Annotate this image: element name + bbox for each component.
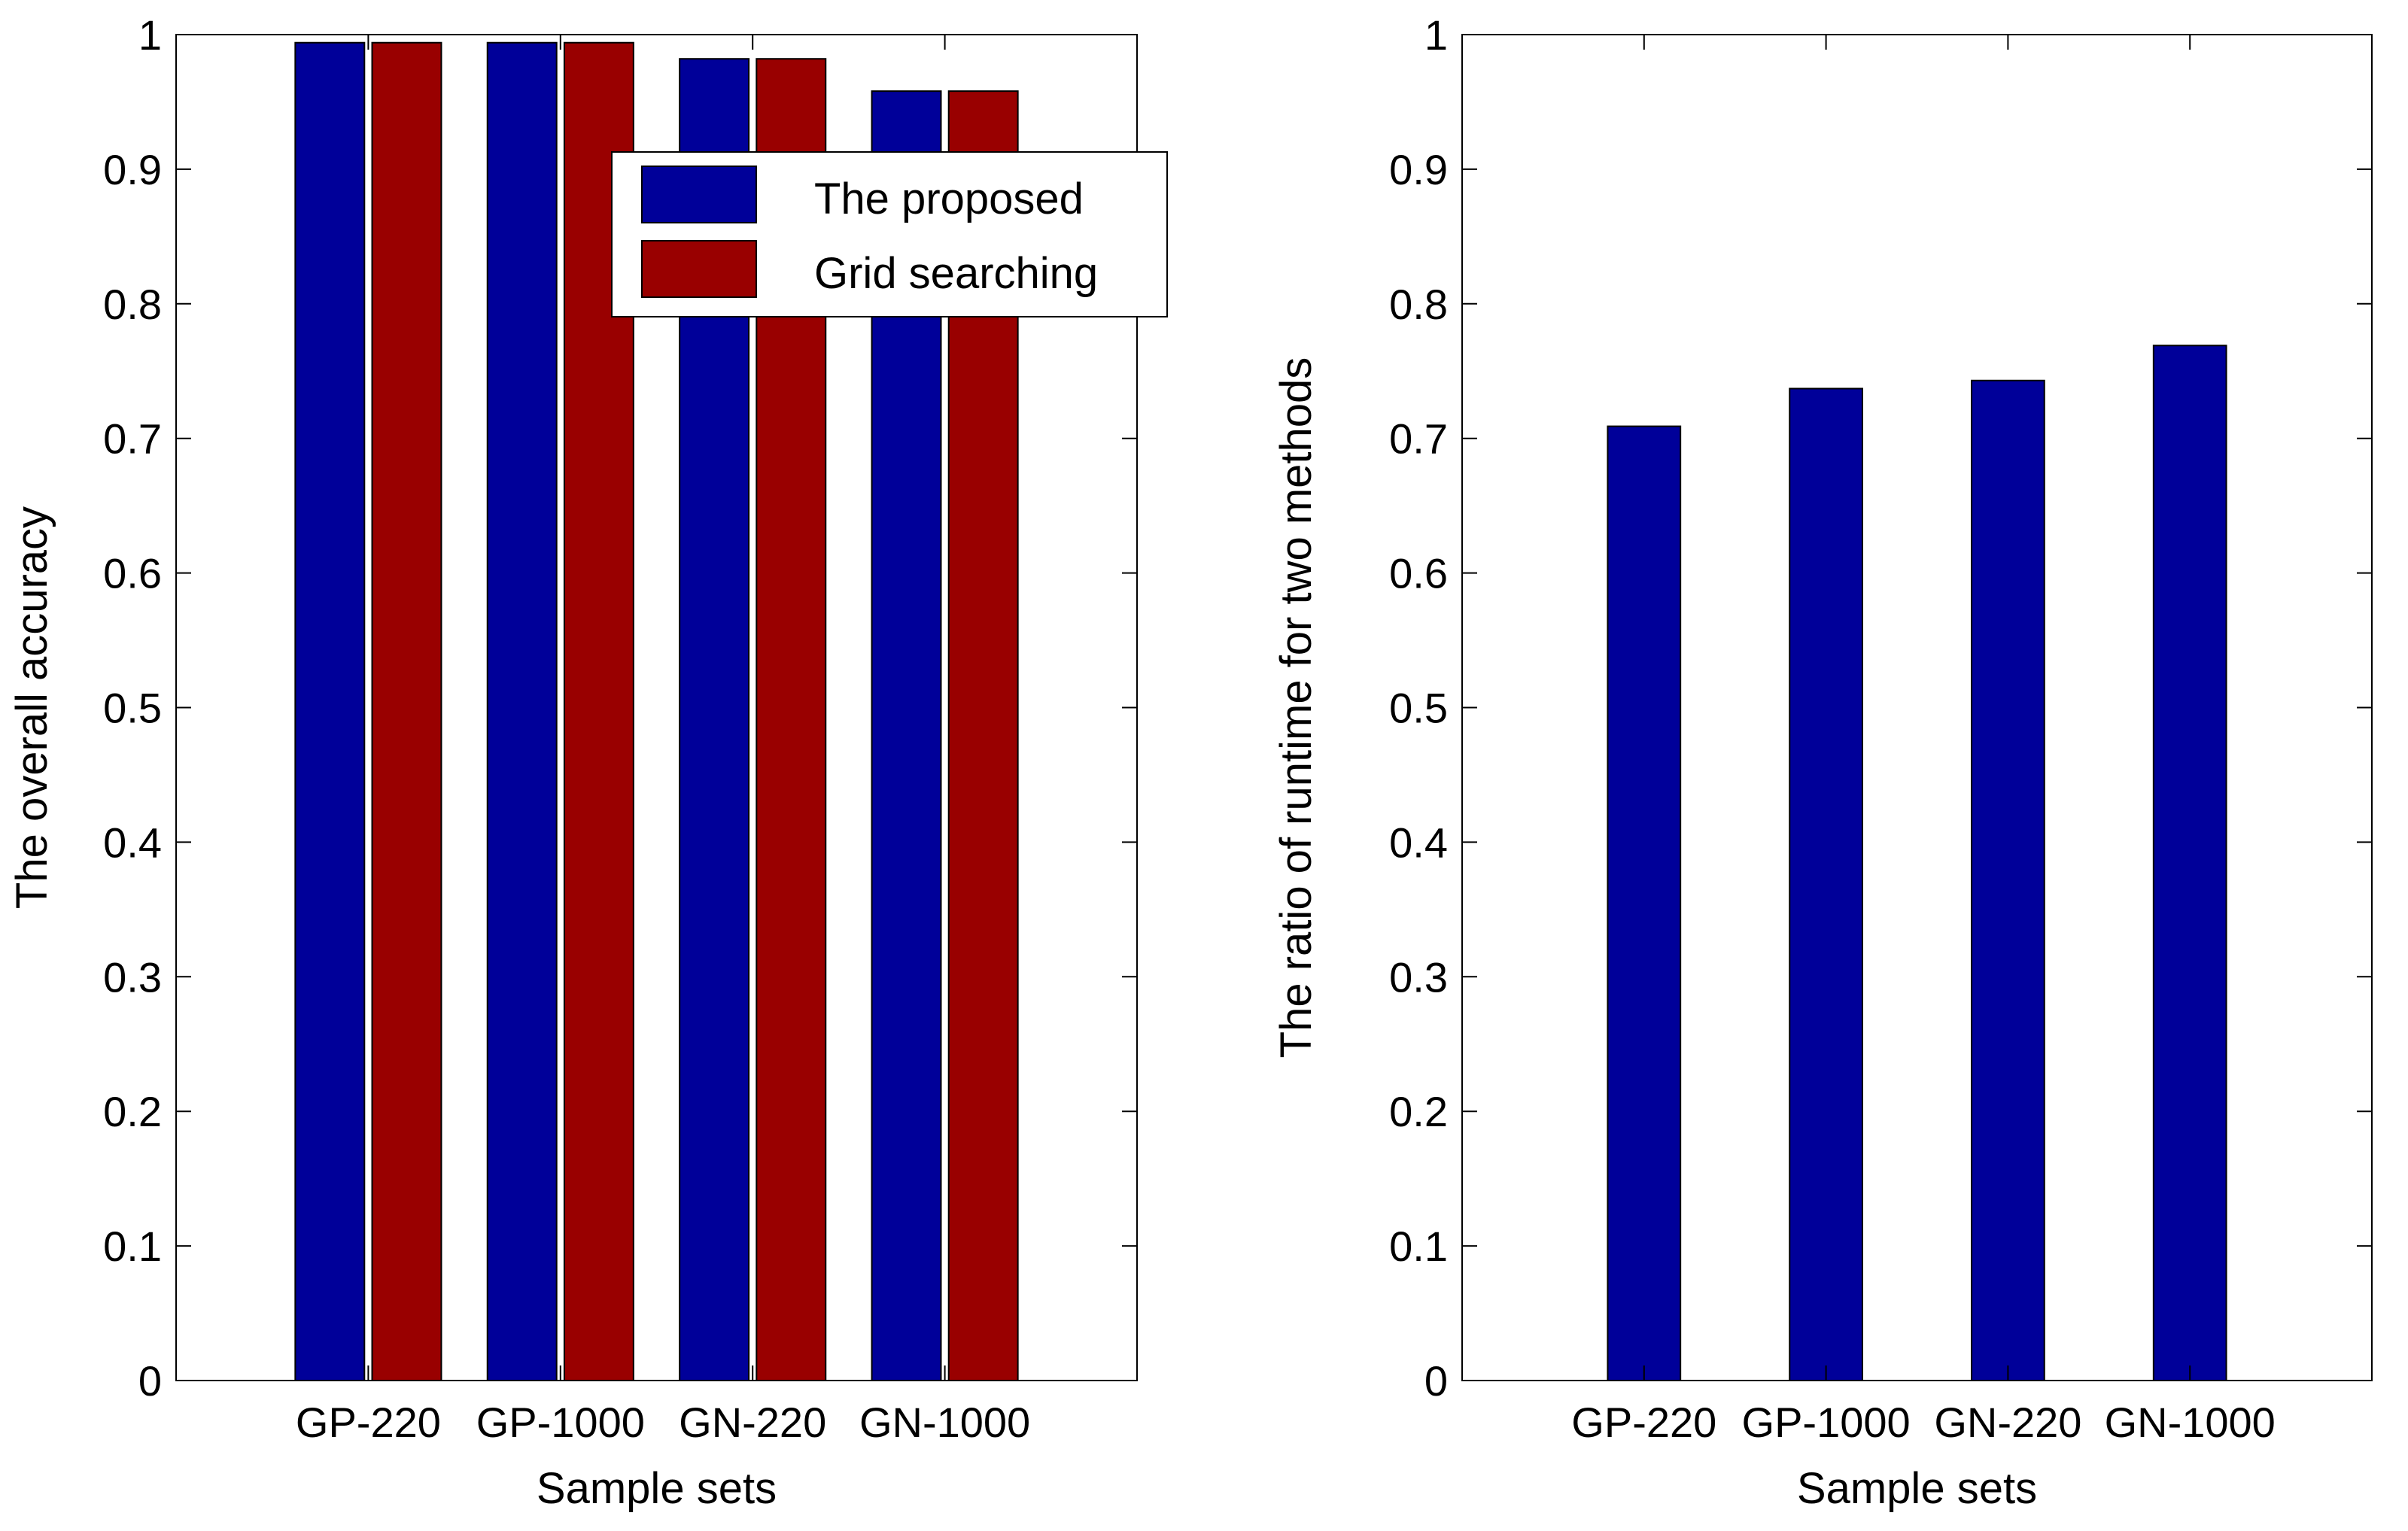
bar-grid-searching-gp-220 <box>371 41 442 1381</box>
x-tick-label-gp-220: GP-220 <box>296 1399 441 1446</box>
y-tick-label: 0.6 <box>1389 550 1448 597</box>
x-tick-label-gn-220: GN-220 <box>1934 1399 2081 1446</box>
bar-ratio-gp-220 <box>1607 425 1682 1381</box>
bar-the-proposed-gp-1000 <box>486 41 558 1381</box>
x-tick-label-gp-1000: GP-1000 <box>1742 1399 1911 1446</box>
accuracy-panel: 0 0.1 0.2 0.3 0.4 0.5 0.6 0.7 0.8 0.9 1 GP-220 GP-1… <box>8 11 1168 1513</box>
legend-label-the-proposed: The proposed <box>814 175 1084 223</box>
y-tick-label: 1 <box>138 11 162 59</box>
bar-the-proposed-gp-220 <box>294 41 366 1381</box>
y-tick-label: 0 <box>138 1357 162 1405</box>
runtime-ratio-y-axis-title: The ratio of runtime for two methods <box>1272 357 1321 1059</box>
bar-ratio-gn-220 <box>1971 379 2045 1382</box>
x-tick-label-gp-1000: GP-1000 <box>476 1399 645 1446</box>
y-tick-label: 0.2 <box>1389 1088 1448 1135</box>
accuracy-bars <box>294 41 1019 1382</box>
accuracy-x-tick-labels: GP-220 GP-1000 GN-220 GN-1000 <box>296 1399 1030 1446</box>
y-tick-label: 0.8 <box>103 281 162 328</box>
runtime-ratio-x-axis-title: Sample sets <box>1797 1464 2037 1513</box>
y-tick-label: 0.4 <box>103 819 162 866</box>
y-tick-label: 0.3 <box>1389 953 1448 1001</box>
legend: The proposed Grid searching <box>611 151 1168 317</box>
runtime-ratio-ticks <box>1462 34 2372 1381</box>
x-tick-label-gp-220: GP-220 <box>1571 1399 1716 1446</box>
accuracy-y-tick-labels: 0 0.1 0.2 0.3 0.4 0.5 0.6 0.7 0.8 0.9 1 <box>103 11 162 1405</box>
y-tick-label: 0.5 <box>103 685 162 732</box>
bar-ratio-gn-1000 <box>2152 345 2227 1381</box>
runtime-ratio-panel: 0 0.1 0.2 0.3 0.4 0.5 0.6 0.7 0.8 0.9 1 GP-220 GP-1… <box>1272 11 2373 1513</box>
runtime-ratio-x-tick-labels: GP-220 GP-1000 GN-220 GN-1000 <box>1571 1399 2276 1446</box>
x-tick-label-gn-220: GN-220 <box>679 1399 826 1446</box>
y-tick-label: 0.2 <box>103 1088 162 1135</box>
y-tick-label: 0.5 <box>1389 685 1448 732</box>
x-tick-label-gn-1000: GN-1000 <box>859 1399 1030 1446</box>
bar-ratio-gp-1000 <box>1789 387 1863 1382</box>
y-tick-label: 0.6 <box>103 550 162 597</box>
legend-swatch-the-proposed <box>641 166 757 223</box>
y-tick-label: 0.8 <box>1389 281 1448 328</box>
y-tick-label: 0.3 <box>103 953 162 1001</box>
legend-swatch-grid-searching <box>641 240 757 298</box>
runtime-ratio-y-tick-labels: 0 0.1 0.2 0.3 0.4 0.5 0.6 0.7 0.8 0.9 1 <box>1389 11 1448 1405</box>
y-tick-label: 1 <box>1424 11 1448 59</box>
y-tick-label: 0.9 <box>1389 146 1448 193</box>
y-tick-label: 0.1 <box>1389 1223 1448 1270</box>
y-tick-label: 0 <box>1424 1357 1448 1405</box>
legend-label-grid-searching: Grid searching <box>814 249 1098 298</box>
y-tick-label: 0.7 <box>103 415 162 463</box>
y-tick-label: 0.7 <box>1389 415 1448 463</box>
accuracy-y-axis-title: The overall accuracy <box>8 506 56 909</box>
y-tick-label: 0.9 <box>103 146 162 193</box>
accuracy-x-axis-title: Sample sets <box>537 1464 777 1513</box>
y-tick-label: 0.1 <box>103 1223 162 1270</box>
x-tick-label-gn-1000: GN-1000 <box>2105 1399 2276 1446</box>
runtime-ratio-bars <box>1607 345 2227 1382</box>
y-tick-label: 0.4 <box>1389 819 1448 866</box>
